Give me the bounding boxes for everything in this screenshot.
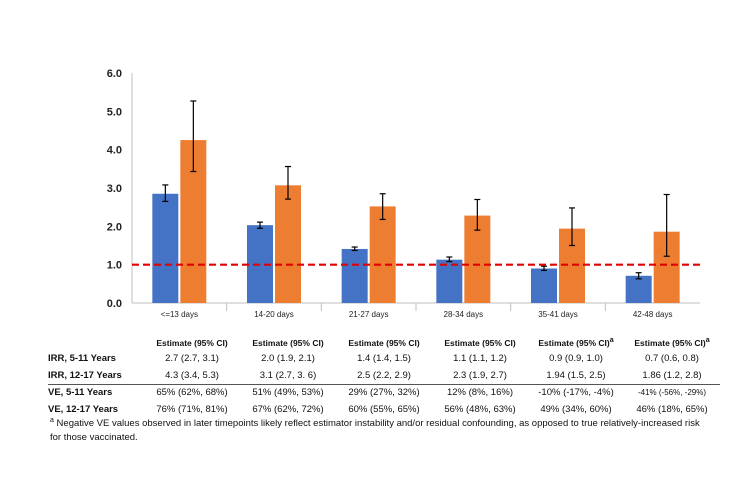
table-cell: 46% (18%, 65%)	[636, 403, 708, 415]
table-header-row: Estimate (95% CI) Estimate (95% CI) Esti…	[48, 334, 720, 351]
y-tick-label: 1.0	[107, 260, 122, 272]
table-header: Estimate (95% CI)	[348, 338, 420, 349]
table-cell: 2.3 (1.9, 2.7)	[453, 369, 507, 381]
table-cell: 1.94 (1.5, 2.5)	[546, 369, 606, 381]
estimates-table: Estimate (95% CI) Estimate (95% CI) Esti…	[48, 334, 720, 418]
table-cell: 2.0 (1.9, 2.1)	[261, 353, 315, 365]
footnote-mark: a	[50, 417, 54, 424]
row-label: VE, 12-17 Years	[48, 403, 119, 415]
bar	[341, 248, 368, 303]
bar	[369, 206, 396, 303]
table-cell: 60% (55%, 65%)	[348, 403, 420, 415]
table-cell: 76% (71%, 81%)	[156, 403, 228, 415]
table-row: VE, 12-17 Years 76% (71%, 81%) 67% (62%,…	[48, 401, 720, 418]
table-cell: 51% (49%, 53%)	[240, 383, 336, 401]
table-cell: 12% (8%, 16%)	[432, 383, 528, 401]
table-header: Estimate (95% CI)	[444, 338, 516, 349]
table-cell: 49% (34%, 60%)	[540, 403, 612, 415]
bar	[275, 185, 301, 303]
table-row: IRR, 12-17 Years 4.3 (3.4, 5.3) 3.1 (2.7…	[48, 367, 720, 384]
table-header: Estimate (95% CI)a	[634, 336, 710, 349]
x-tick-label: 28-34 days	[444, 310, 484, 319]
x-tick-label: 14-20 days	[254, 310, 294, 319]
table-header: Estimate (95% CI)	[156, 338, 228, 349]
table-cell: 1.4 (1.4, 1.5)	[357, 353, 411, 365]
bar	[625, 275, 652, 303]
table-cell: -10% (-17%, -4%)	[528, 383, 624, 401]
row-label: IRR, 12-17 Years	[48, 369, 122, 381]
table-header: Estimate (95% CI)a	[538, 336, 614, 349]
footnote-text: Negative VE values observed in later tim…	[50, 418, 700, 444]
bar	[436, 259, 463, 303]
row-label: IRR, 5-11 Years	[48, 353, 116, 365]
table-cell: 29% (27%, 32%)	[336, 383, 432, 401]
table-cell: 56% (48%, 63%)	[444, 403, 516, 415]
table-cell: 67% (62%, 72%)	[252, 403, 324, 415]
y-tick-label: 6.0	[107, 68, 122, 80]
bar	[531, 268, 557, 303]
table-cell: 2.7 (2.7, 3.1)	[165, 353, 219, 365]
table-row: VE, 5-11 Years 65% (62%, 68%) 51% (49%, …	[48, 383, 720, 401]
table-header: Estimate (95% CI)	[252, 338, 324, 349]
table-cell: 1.86 (1.2, 2.8)	[642, 369, 702, 381]
y-tick-label: 5.0	[107, 106, 122, 118]
y-tick-label: 2.0	[107, 221, 122, 233]
x-tick-label: <=13 days	[161, 310, 198, 319]
y-tick-label: 0.0	[107, 298, 122, 310]
table-cell: 0.9 (0.9, 1.0)	[549, 353, 603, 365]
bar-chart: 0.0 1.0 2.0 3.0 4.0 5.0 6.0 <=13 days 14-20 days…	[107, 68, 700, 319]
row-label: VE, 5-11 Years	[48, 383, 144, 401]
table-cell: 2.5 (2.2, 2.9)	[357, 369, 411, 381]
table-cell: 4.3 (3.4, 5.3)	[165, 369, 219, 381]
table-row: IRR, 5-11 Years 2.7 (2.7, 3.1) 2.0 (1.9,…	[48, 351, 720, 368]
x-tick-label: 21-27 days	[349, 310, 389, 319]
y-tick-label: 3.0	[107, 183, 122, 195]
footnote: a Negative VE values observed in later t…	[50, 414, 710, 445]
x-tick-label: 42-48 days	[633, 310, 673, 319]
x-tick-label: 35-41 days	[538, 310, 578, 319]
y-tick-label: 4.0	[107, 145, 122, 157]
table-cell: 0.7 (0.6, 0.8)	[645, 353, 699, 365]
table-cell: 3.1 (2.7, 3. 6)	[259, 369, 317, 381]
table-cell: -41% (-56%, -29%)	[624, 383, 720, 401]
bar	[152, 193, 179, 303]
table-corner	[48, 334, 144, 351]
table-cell: 1.1 (1.1, 1.2)	[453, 353, 507, 365]
table-cell: 65% (62%, 68%)	[144, 383, 240, 401]
